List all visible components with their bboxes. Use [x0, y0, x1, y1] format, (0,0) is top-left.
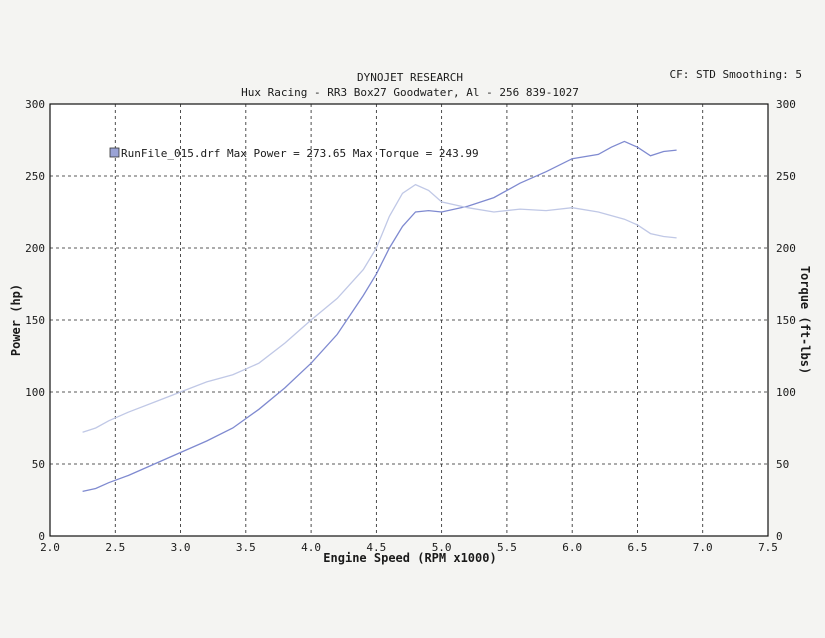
y-tick-label: 150 — [25, 314, 45, 327]
x-tick-label: 7.5 — [758, 541, 778, 554]
y-tick-label: 100 — [25, 386, 45, 399]
y2-tick-label: 200 — [776, 242, 796, 255]
x-tick-label: 5.5 — [497, 541, 517, 554]
legend-swatch — [109, 147, 120, 158]
y-tick-label: 250 — [25, 170, 45, 183]
chart-title: DYNOJET RESEARCH — [357, 71, 463, 84]
y2-tick-label: 300 — [776, 98, 796, 111]
y-axis-label: Power (hp) — [9, 284, 23, 356]
x-tick-label: 3.5 — [236, 541, 256, 554]
tick-labels: 2.0 2.5 3.0 3.5 4.0 4.5 5.0 5.5 6.0 6.5 7.0 7.50501… — [25, 98, 796, 554]
y2-tick-label: 150 — [776, 314, 796, 327]
x-tick-label: 5.0 — [432, 541, 452, 554]
y2-tick-label: 100 — [776, 386, 796, 399]
y-tick-label: 50 — [32, 458, 45, 471]
x-tick-label: 3.0 — [171, 541, 191, 554]
x-tick-label: 7.0 — [693, 541, 713, 554]
x-tick-label: 6.0 — [562, 541, 582, 554]
x-tick-label: 4.0 — [301, 541, 321, 554]
corner-info: CF: STD Smoothing: 5 — [670, 68, 802, 81]
y2-tick-label: 50 — [776, 458, 789, 471]
chart-subtitle: Hux Racing - RR3 Box27 Goodwater, Al - 2… — [241, 86, 579, 99]
power-series-line — [82, 140, 677, 493]
series-lines — [82, 140, 677, 493]
x-tick-label: 2.0 — [40, 541, 60, 554]
grid-lines — [50, 104, 768, 536]
x-axis-label: Engine Speed (RPM x1000) — [323, 551, 496, 565]
y-tick-label: 300 — [25, 98, 45, 111]
y-tick-label: 0 — [38, 530, 45, 543]
y2-axis-label: Torque (ft-lbs) — [798, 266, 812, 374]
x-tick-label: 2.5 — [105, 541, 125, 554]
x-tick-label: 4.5 — [366, 541, 386, 554]
y2-tick-label: 250 — [776, 170, 796, 183]
y2-tick-label: 0 — [776, 530, 783, 543]
plot-area — [49, 103, 769, 537]
legend-text: RunFile_015.drf Max Power = 273.65 Max T… — [121, 147, 479, 160]
y-tick-label: 200 — [25, 242, 45, 255]
x-tick-label: 6.5 — [628, 541, 648, 554]
torque-series-line — [82, 183, 677, 433]
